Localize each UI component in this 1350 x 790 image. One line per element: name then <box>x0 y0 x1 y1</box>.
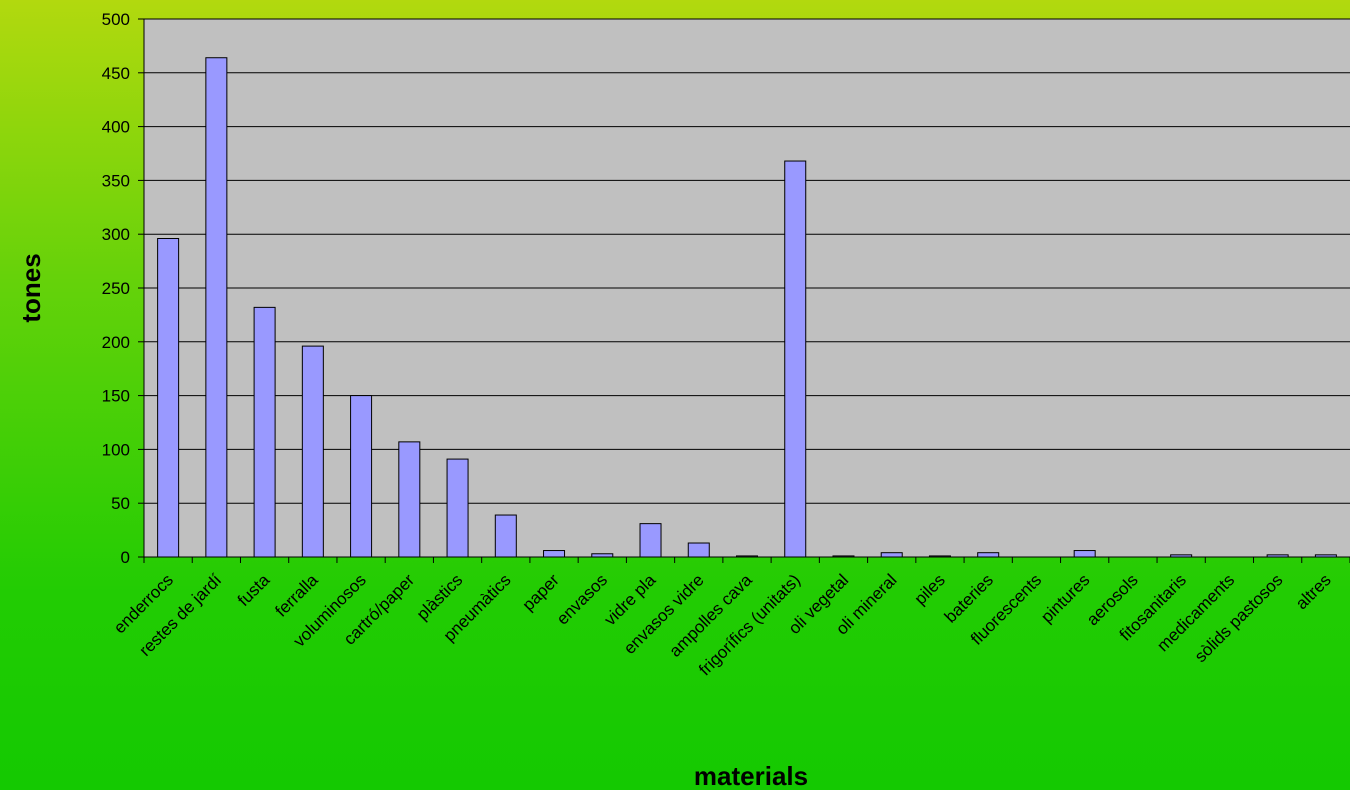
bar <box>880 552 903 558</box>
bar <box>977 552 1000 558</box>
x-axis-title: materials <box>694 761 808 790</box>
bar <box>446 458 469 558</box>
axes <box>143 19 1350 563</box>
x-tick-label: sòlids pastosos <box>1191 570 1287 666</box>
x-tick-label: fusta <box>234 570 274 610</box>
y-tick-label: 0 <box>121 548 130 567</box>
bar <box>784 160 807 558</box>
bar <box>543 550 566 558</box>
y-tick-label: 200 <box>102 333 130 352</box>
y-tick-label: 100 <box>102 440 130 459</box>
y-axis-title: tones <box>16 253 46 322</box>
y-tick-label: 450 <box>102 64 130 83</box>
y-tick-label: 250 <box>102 279 130 298</box>
x-tick-label: envasos <box>553 570 611 628</box>
x-tick-label: paper <box>519 570 563 614</box>
bar <box>639 523 662 558</box>
y-tick-label: 50 <box>111 494 130 513</box>
bar <box>205 57 228 558</box>
bar <box>157 238 180 558</box>
x-tick-label: altres <box>1292 570 1335 613</box>
y-tick-label: 150 <box>102 387 130 406</box>
y-tick-label: 500 <box>102 10 130 29</box>
gridlines <box>138 18 1350 558</box>
x-tick-label: ampolles cava <box>666 570 757 661</box>
bars <box>157 57 1337 558</box>
bar <box>1073 550 1096 558</box>
x-tick-label: piles <box>911 570 949 608</box>
bar <box>398 441 421 558</box>
bar <box>253 306 276 558</box>
bar <box>687 542 710 558</box>
bar <box>494 514 517 558</box>
bar <box>301 345 324 558</box>
y-tick-label: 350 <box>102 171 130 190</box>
bar <box>350 395 373 558</box>
y-tick-label: 400 <box>102 118 130 137</box>
y-tick-labels: 0 50 100 150 200 250 300 350 400 450 500 <box>102 10 130 567</box>
y-tick-label: 300 <box>102 225 130 244</box>
